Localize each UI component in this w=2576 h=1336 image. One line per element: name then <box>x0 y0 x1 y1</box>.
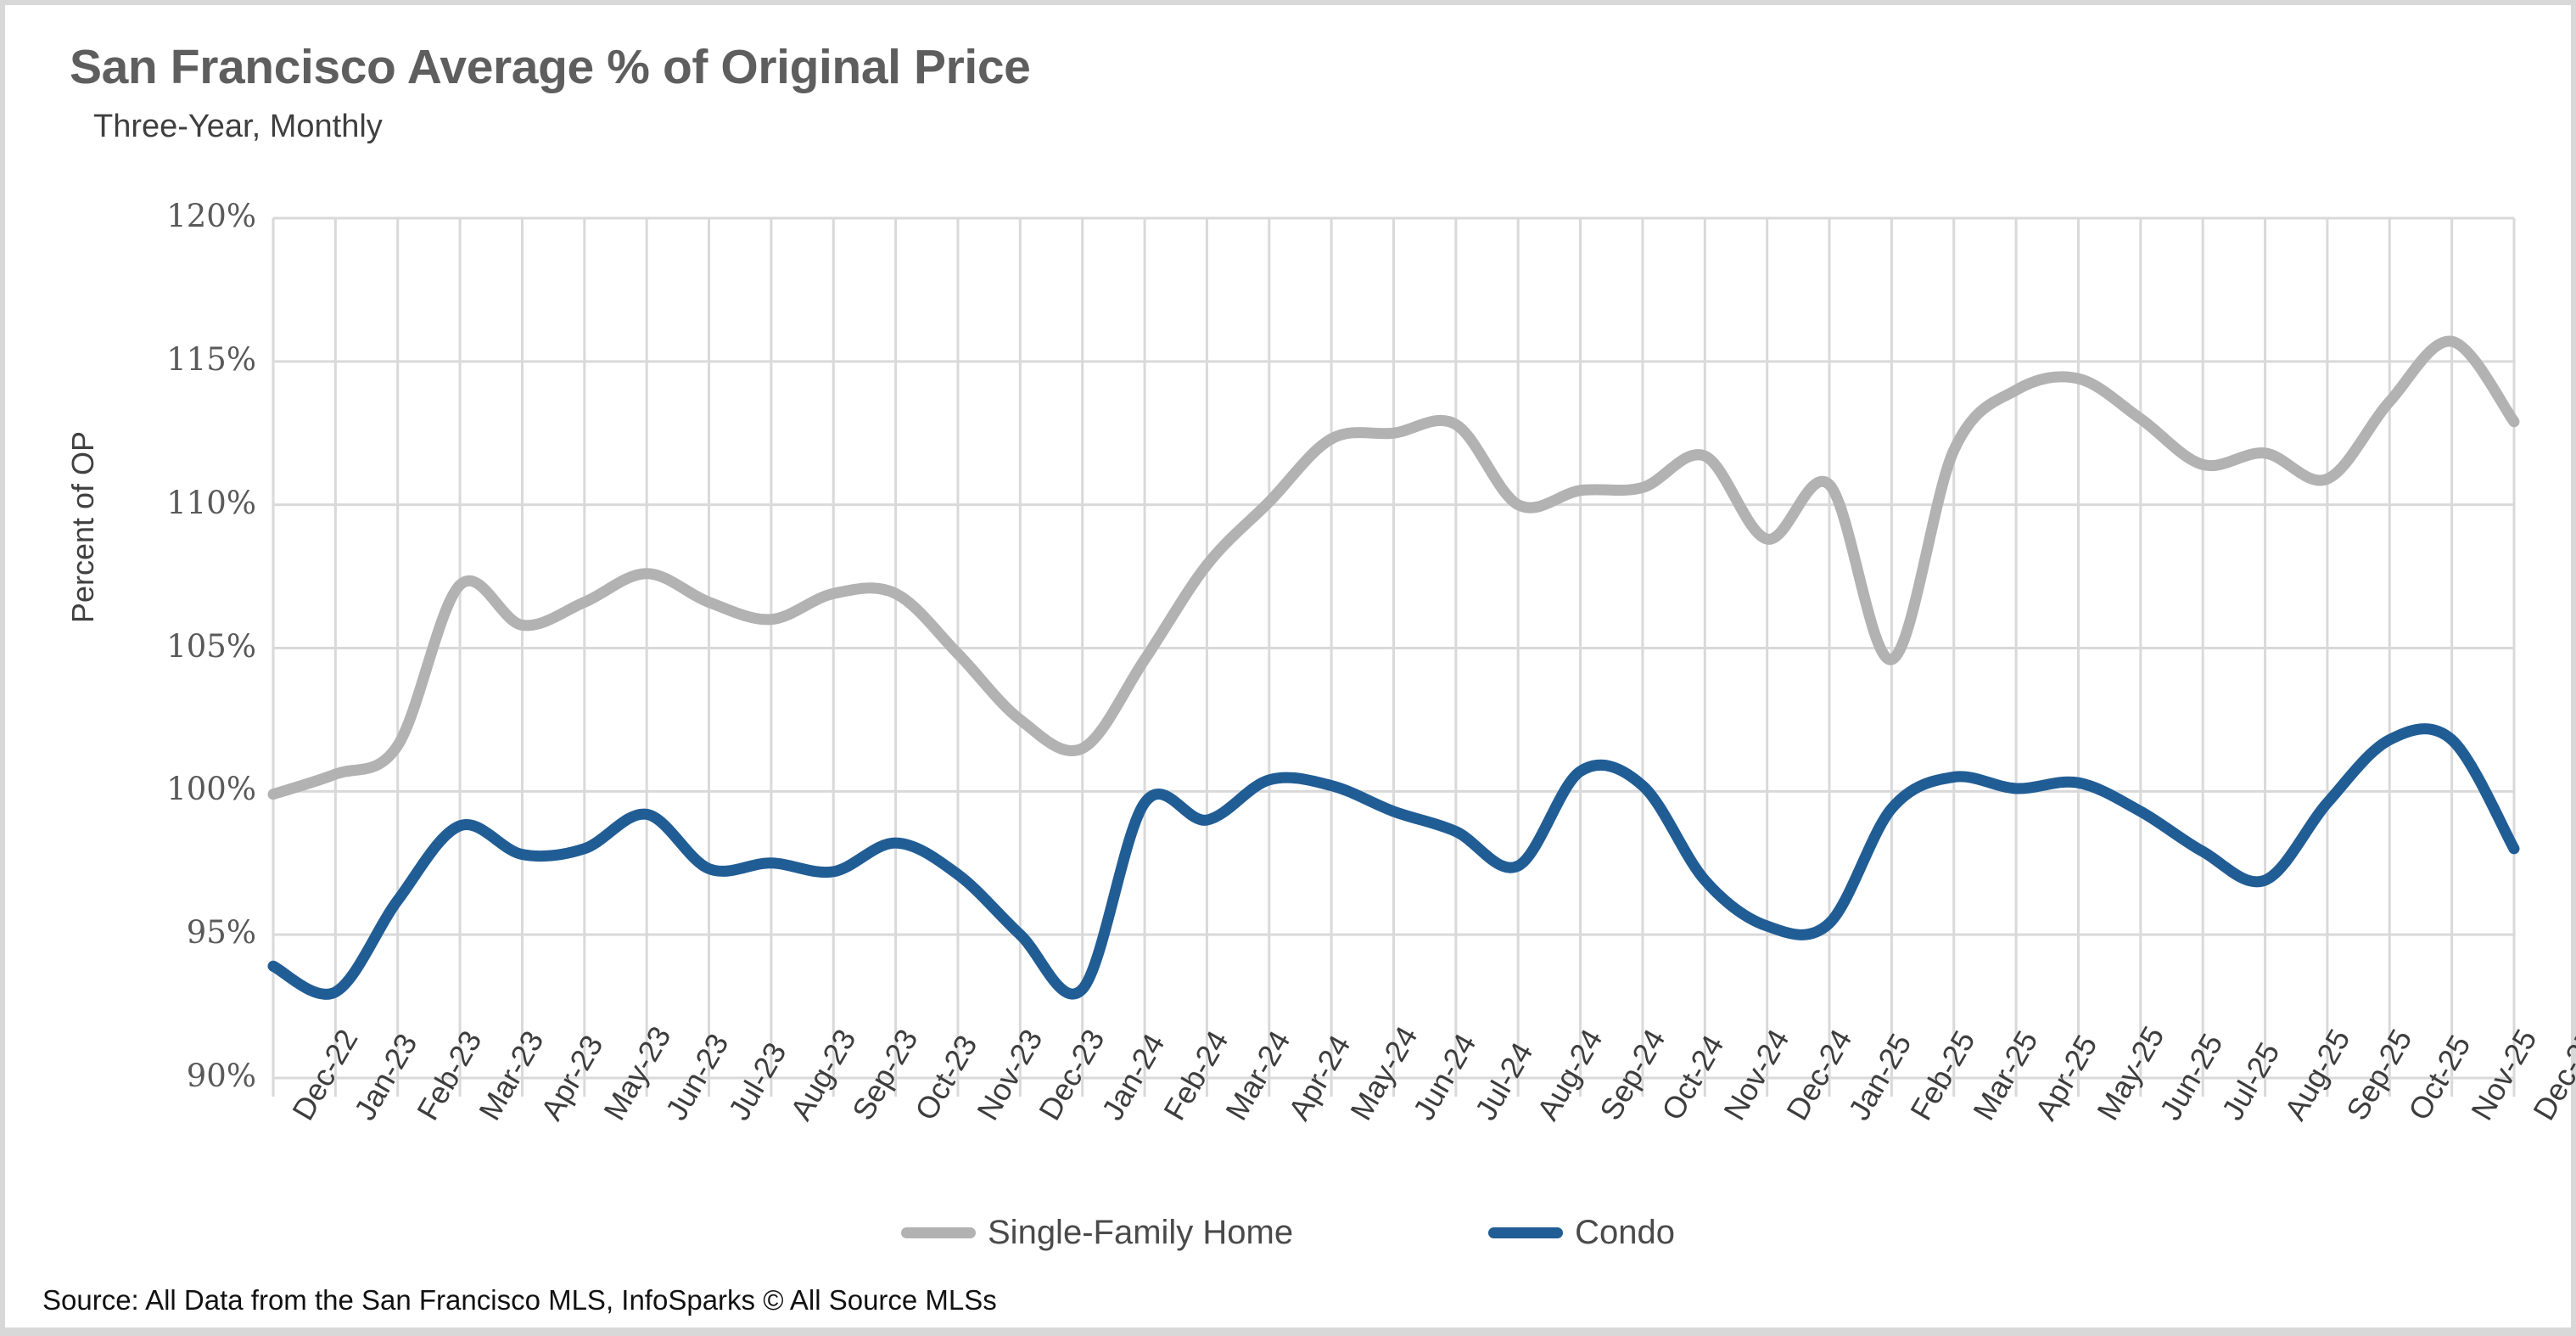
y-tick-label: 120% <box>166 198 256 234</box>
legend-item-condo[interactable]: Condo <box>1488 1214 1675 1252</box>
y-tick-label: 95% <box>186 914 256 951</box>
y-axis-title: Percent of OP <box>65 430 100 624</box>
legend-swatch-condo <box>1488 1227 1564 1238</box>
bottom-edge <box>0 1328 2576 1336</box>
legend-label-single-family: Single-Family Home <box>988 1214 1294 1251</box>
legend-swatch-single-family <box>901 1227 976 1238</box>
y-tick-label: 115% <box>166 340 256 378</box>
chart-legend: Single-Family Home Condo <box>0 1214 2576 1252</box>
series-lines <box>267 335 2520 1000</box>
source-bar: Source: All Data from the San Francisco … <box>5 1273 2571 1328</box>
page-title: San Francisco Average % of Original Pric… <box>70 40 1031 94</box>
legend-item-single-family[interactable]: Single-Family Home <box>901 1214 1293 1252</box>
series-line-single-family-home <box>267 335 2520 800</box>
y-tick-label: 100% <box>166 771 256 808</box>
chart-subtitle: Three-Year, Monthly <box>93 109 383 144</box>
y-tick-label: 105% <box>166 627 256 665</box>
source-text: Source: All Data from the San Francisco … <box>42 1284 997 1316</box>
legend-label-condo: Condo <box>1575 1214 1675 1251</box>
y-tick-label: 110% <box>166 484 256 521</box>
series-line-condo <box>267 723 2520 1000</box>
gridlines <box>272 216 2516 1097</box>
y-tick-label: 90% <box>186 1058 256 1094</box>
